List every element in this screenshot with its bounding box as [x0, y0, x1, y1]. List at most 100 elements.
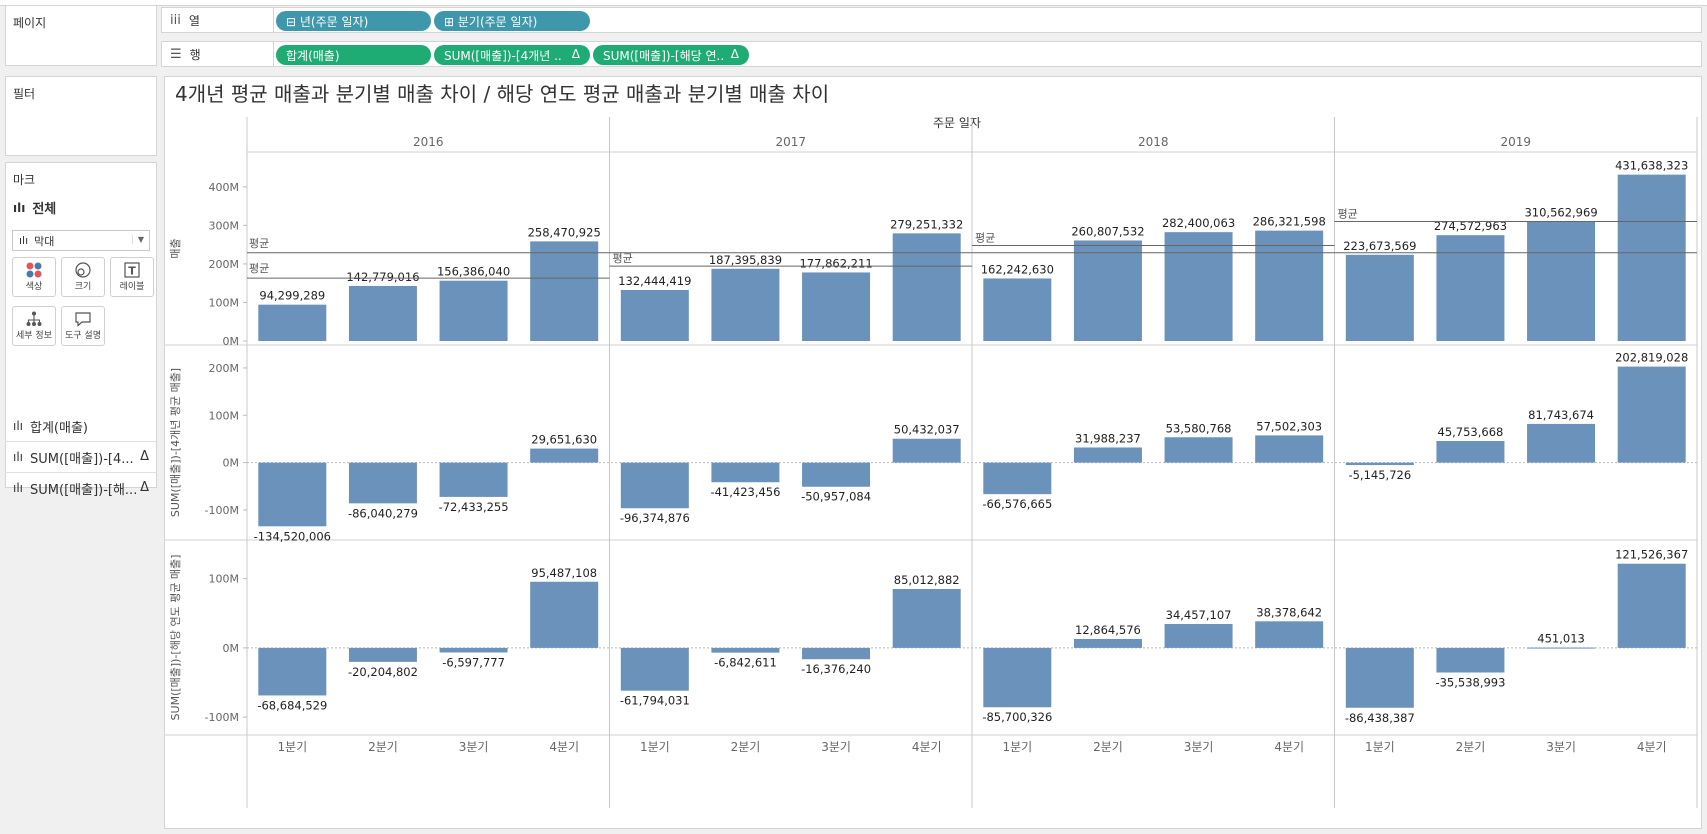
columns-shelf[interactable]: iii 열 ⊟ 년(주문 일자) ⊞ 분기(주문 일자): [161, 7, 1702, 33]
chart-svg: 4개년 평균 매출과 분기별 매출 차이 / 해당 연도 평균 매출과 분기별 …: [165, 82, 1698, 808]
year-header-label: 2019: [1500, 135, 1531, 149]
bar-data-label: 260,807,532: [1071, 224, 1144, 238]
bar: [258, 304, 327, 341]
columns-shelf-label: iii 열: [162, 8, 274, 32]
bar-data-label: -35,538,993: [1435, 676, 1505, 690]
measure-row-diff-4yr[interactable]: ılı SUM([매출])-[4... Δ: [5, 442, 157, 472]
quarter-tick-label: 2분기: [368, 740, 398, 754]
bar-data-label: 279,251,332: [890, 217, 963, 231]
bar-data-label: 57,502,303: [1256, 419, 1322, 433]
rows-icon: ☰: [170, 46, 182, 62]
pill-diff-year[interactable]: SUM([매출])-[해당 연.. Δ: [593, 45, 749, 65]
pill-diff-4yr[interactable]: SUM([매출])-[4개년 .. Δ: [434, 45, 590, 65]
bar-data-label: -86,438,387: [1345, 711, 1415, 725]
bar-data-label: -6,842,611: [714, 656, 777, 670]
tooltip-button[interactable]: 도구 설명: [61, 306, 105, 346]
divider: [5, 472, 157, 473]
measure-label: SUM([매출])-[4...: [30, 451, 134, 467]
bar: [439, 280, 508, 341]
bar-data-label: 34,457,107: [1166, 608, 1232, 622]
bar-data-label: -72,433,255: [439, 500, 509, 514]
bar-data-label: 53,580,768: [1166, 421, 1232, 435]
y-tick-label: 300M: [209, 219, 240, 232]
pill-text: SUM([매출])-[4개년 ..: [444, 48, 562, 63]
bar: [1527, 423, 1596, 463]
bar-data-label: -66,576,665: [982, 497, 1052, 511]
y-tick-label: 200M: [209, 362, 240, 375]
bar: [620, 647, 689, 691]
chart-panel: 4개년 평균 매출과 분기별 매출 차이 / 해당 연도 평균 매출과 분기별 …: [164, 76, 1702, 829]
pill-text: 합계(매출): [286, 48, 340, 63]
delta-icon: Δ: [730, 47, 739, 61]
measure-row-diff-year[interactable]: ılı SUM([매출])-[해... Δ: [5, 473, 157, 503]
pill-year[interactable]: ⊟ 년(주문 일자): [276, 11, 431, 31]
bar: [348, 462, 417, 504]
color-button-label: 색상: [25, 282, 43, 292]
year-header-label: 2016: [413, 135, 444, 149]
yearly-average-label: 평균: [613, 252, 633, 265]
tooltip-button-label: 도구 설명: [65, 331, 101, 341]
bar: [620, 289, 689, 341]
y-tick-label: 100M: [209, 573, 240, 586]
quarter-tick-label: 3분기: [1184, 740, 1214, 754]
bar-chart-icon: ılı: [13, 419, 24, 433]
marks-all-row[interactable]: ılı 전체: [13, 198, 56, 218]
chevron-down-icon: ▼: [131, 235, 144, 244]
delta-icon: Δ: [571, 47, 580, 61]
bar-data-label: -68,684,529: [257, 698, 327, 712]
columns-icon: iii: [170, 12, 181, 28]
bar: [1345, 254, 1414, 341]
bar-data-label: 451,013: [1537, 632, 1585, 646]
quarter-tick-label: 4분기: [1637, 740, 1667, 754]
quarter-tick-label: 1분기: [277, 740, 307, 754]
bar: [1345, 462, 1414, 466]
header-label-order-date: 주문 일자: [933, 116, 981, 130]
color-dots-icon: [13, 261, 55, 279]
size-button[interactable]: 크기: [61, 257, 105, 297]
chart-title: 4개년 평균 매출과 분기별 매출 차이 / 해당 연도 평균 매출과 분기별 …: [175, 82, 829, 106]
color-button[interactable]: 색상: [12, 257, 56, 297]
pill-sales-sum[interactable]: 합계(매출): [276, 45, 431, 65]
pages-title: 페이지: [13, 16, 47, 30]
y-tick-label: 0M: [223, 335, 240, 348]
bar-data-label: 12,864,576: [1075, 623, 1141, 637]
marks-title: 마크: [13, 173, 36, 187]
y-tick-label: 0M: [223, 457, 240, 470]
bar-data-label: 50,432,037: [894, 423, 960, 437]
filters-card[interactable]: 필터: [5, 76, 157, 156]
bar-data-label: 142,779,016: [346, 270, 419, 284]
bar: [1617, 563, 1686, 648]
bar: [439, 462, 508, 497]
top-toolbar-strip: [0, 0, 1707, 6]
bar-data-label: 202,819,028: [1615, 351, 1688, 365]
bar-data-label: -16,376,240: [801, 662, 871, 676]
bar: [258, 647, 327, 696]
y-axis-title: SUM([매출])-[4개년 평균 매출]: [169, 368, 182, 517]
detail-button[interactable]: 세부 정보: [12, 306, 56, 346]
pill-quarter[interactable]: ⊞ 분기(주문 일자): [434, 11, 590, 31]
bar-data-label: -86,040,279: [348, 506, 418, 520]
detail-icon: [13, 310, 55, 328]
bar-data-label: 156,386,040: [437, 265, 510, 279]
quarter-tick-label: 2분기: [731, 740, 761, 754]
bar-data-label: 132,444,419: [618, 274, 691, 288]
bar: [983, 462, 1052, 495]
bar-data-label: 177,862,211: [799, 256, 872, 270]
bar: [711, 268, 780, 341]
rows-shelf[interactable]: ☰ 행 합계(매출) SUM([매출])-[4개년 .. Δ SUM([매출])…: [161, 41, 1702, 67]
bar-data-label: -41,423,456: [710, 485, 780, 499]
bar-data-label: 286,321,598: [1253, 215, 1326, 229]
label-button[interactable]: T 레이블: [110, 257, 154, 297]
y-tick-label: -100M: [205, 711, 239, 724]
bar: [258, 462, 327, 527]
mark-type-select[interactable]: ılı 막대 ▼: [12, 230, 150, 251]
quarter-tick-label: 3분기: [1546, 740, 1576, 754]
size-icon: [62, 261, 104, 279]
bar: [348, 285, 417, 341]
pages-card: 페이지: [5, 5, 157, 66]
mark-type-value: 막대: [34, 234, 55, 248]
bar: [1164, 437, 1233, 463]
quarter-tick-label: 1분기: [1002, 740, 1032, 754]
measure-row-sales[interactable]: ılı 합계(매출): [5, 411, 157, 441]
pill-text: ⊟ 년(주문 일자): [286, 14, 369, 29]
